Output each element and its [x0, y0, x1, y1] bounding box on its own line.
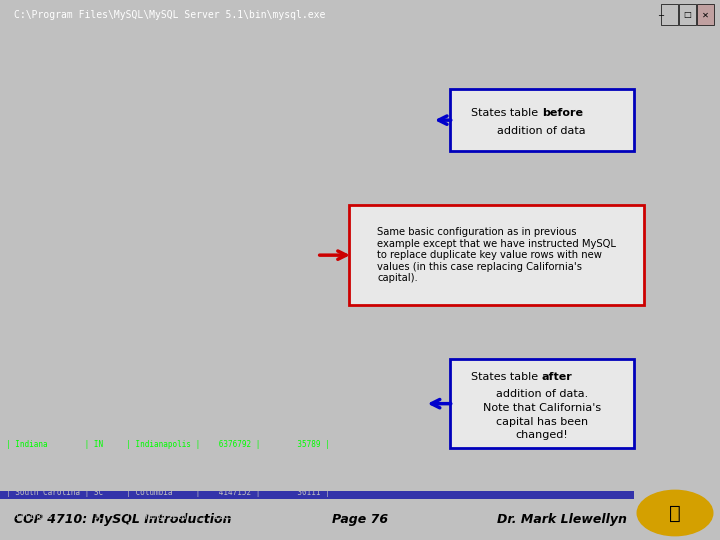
- Text: Note that California's: Note that California's: [482, 403, 601, 413]
- Text: | Florida        | FL     | Tallahassee  |   18328240 |        54153 |: | Florida | FL | Tallahassee | 18328240 …: [6, 416, 330, 425]
- Text: | New York       | NY     | Albany       |  194909297 |        54556 |: | New York | NY | Albany | 194909297 | 5…: [6, 428, 330, 437]
- Text: States table: States table: [471, 109, 541, 118]
- Text: 13 rows in set (0.00 sec): 13 rows in set (0.00 sec): [6, 258, 122, 266]
- Text: | Texas          | TX     | Austin       |   22118509 |       261914 |: | Texas | TX | Austin | 22118509 | 26191…: [6, 476, 330, 485]
- Text: Dr. Mark Llewellyn: Dr. Mark Llewellyn: [497, 513, 626, 526]
- Text: Query OK, 12 rows affected (0.00 sec): Query OK, 12 rows affected (0.00 sec): [6, 330, 177, 340]
- Text: mysql> select * from states;: mysql> select * from states;: [6, 41, 136, 50]
- Text: | Arizona        | AZ     | Phoenix      |    5580811 |       113642 |: | Arizona | AZ | Phoenix | 5580811 | 113…: [6, 233, 330, 242]
- Text: | Maryland       | MD     | Annapolis    |    5633597 |         9975 |: | Maryland | MD | Annapolis | 5633597 | …: [6, 125, 330, 134]
- Bar: [661, 4, 678, 25]
- Text: □: □: [684, 10, 691, 19]
- Text: -> fields: -> fields: [6, 295, 66, 303]
- Text: | Texas          | TX     | Austin       |   22118509 |       261914 |: | Texas | TX | Austin | 22118509 | 26191…: [6, 149, 330, 158]
- Text: | name           | abbrev | capital      | population | square_miles |: | name | abbrev | capital | population |…: [6, 65, 330, 75]
- Text: | name           | abbrev | capital      | population | square_miles |: | name | abbrev | capital | population |…: [6, 392, 330, 401]
- Text: mysql> load data infile 'c:/states3.txt': mysql> load data infile 'c:/states3.txt': [6, 271, 192, 280]
- Text: addition of data: addition of data: [498, 126, 586, 137]
- Text: Page 76: Page 76: [332, 513, 388, 526]
- Text: COP 4710: MySQL Introduction: COP 4710: MySQL Introduction: [14, 513, 232, 526]
- Text: ->   terminated by ',': -> terminated by ',': [6, 307, 127, 316]
- Bar: [0, 491, 634, 499]
- Text: after: after: [541, 372, 572, 382]
- Text: | Indiana        | IN     | Indianapolis |    6376792 |        35789 |: | Indiana | IN | Indianapolis | 6376792 …: [6, 113, 330, 122]
- Text: |----------------|--------|--------------|------------|--------------|: |----------------|--------|-------------…: [6, 404, 330, 413]
- Bar: [697, 4, 714, 25]
- Text: C:\Program Files\MySQL\MySQL Server 5.1\bin\mysql.exe: C:\Program Files\MySQL\MySQL Server 5.1\…: [14, 10, 325, 20]
- Text: ─: ─: [659, 10, 663, 19]
- Text: Same basic configuration as in previous
example except that we have instructed M: Same basic configuration as in previous …: [377, 227, 616, 284]
- Bar: [679, 4, 696, 25]
- Text: |----------------|--------|--------------|------------|--------------|: |----------------|--------|-------------…: [6, 77, 330, 86]
- Text: | Georgia        | GA     | Atlanta      |    9685754 |        47224 |: | Georgia | GA | Atlanta | 9685754 | 472…: [6, 500, 330, 509]
- Text: | Illinois       | IL     | Springfield  |   12653544 |        55593 |: | Illinois | IL | Springfield | 12653544…: [6, 185, 330, 194]
- Text: changed!: changed!: [516, 430, 568, 441]
- Text: States table: States table: [471, 372, 541, 382]
- Text: ->   optionally enclosed by '"';: -> optionally enclosed by '"';: [6, 319, 173, 328]
- FancyBboxPatch shape: [450, 89, 634, 151]
- Text: ✕: ✕: [702, 10, 709, 19]
- Text: Records: 6   Deleted: 6   Skipped: 0   Warnings: 0: Records: 6 Deleted: 6 Skipped: 0 Warning…: [6, 343, 238, 352]
- Text: | Georgia        | GA     | Atlanta      |    9685754 |        47224 |: | Georgia | GA | Atlanta | 9685754 | 472…: [6, 173, 330, 183]
- Text: | Oregon         | OR     | Salem        |    3559596 |        96003 |: | Oregon | OR | Salem | 3559596 | 96003 …: [6, 221, 330, 230]
- FancyBboxPatch shape: [349, 205, 644, 305]
- Circle shape: [637, 490, 713, 536]
- Text: addition of data.: addition of data.: [495, 389, 588, 399]
- Text: | California     | CA     | Los Angeles  |   36756666 |       155973 |: | California | CA | Los Angeles | 367566…: [6, 464, 330, 473]
- Text: | Maine          | ME     | Augusta      |    1305728 |        30865 |: | Maine | ME | Augusta | 1305728 | 30865…: [6, 197, 330, 206]
- Text: capital has been: capital has been: [496, 417, 588, 427]
- Text: | New York       | NY     | Albany       |  194909297 |        54556 |: | New York | NY | Albany | 194909297 | 5…: [6, 102, 330, 110]
- Text: | Florida        | FL     | Tallahassee  |   18328240 |        54153 |: | Florida | FL | Tallahassee | 18328240 …: [6, 89, 330, 98]
- Text: | Maryland       | MD     | Annapolis    |    5633597 |         9975 |: | Maryland | MD | Annapolis | 5633597 | …: [6, 452, 330, 461]
- Text: -> replace into table states: -> replace into table states: [6, 283, 154, 292]
- Text: mysql> select * from states;: mysql> select * from states;: [6, 367, 136, 376]
- Text: | Michigan       | MI     | Lansing      |   10079985 |        56809 |: | Michigan | MI | Lansing | 10079985 | 5…: [6, 210, 330, 218]
- Text: | South Carolina | SC     | Columbia     |    4147152 |        30111 |: | South Carolina | SC | Columbia | 41471…: [6, 488, 330, 497]
- Text: | California     | CA     | Sacramento   |   36756666 |       155973 |: | California | CA | Sacramento | 3675666…: [6, 137, 330, 146]
- Text: before: before: [541, 109, 582, 118]
- Text: | South Carolina | SC     | Columbia     |    4147152 |        30111 |: | South Carolina | SC | Columbia | 41471…: [6, 161, 330, 170]
- Text: | Illinois       | IL     | Springfield  |   12653544 |        55593 |: | Illinois | IL | Springfield | 12653544…: [6, 512, 330, 521]
- Text: | Maine          | ME     | Augusta      |    1305728 |        30865 |: | Maine | ME | Augusta | 1305728 | 30865…: [6, 524, 330, 533]
- Text: | Michigan       | MI     | Lansing      |   10079985 |        56809 |: | Michigan | MI | Lansing | 10079985 | 5…: [6, 536, 330, 540]
- Text: 🦅: 🦅: [669, 503, 681, 523]
- FancyBboxPatch shape: [450, 359, 634, 448]
- Text: | Indiana        | IN     | Indianapolis |    6376792 |        35789 |: | Indiana | IN | Indianapolis | 6376792 …: [6, 440, 330, 449]
